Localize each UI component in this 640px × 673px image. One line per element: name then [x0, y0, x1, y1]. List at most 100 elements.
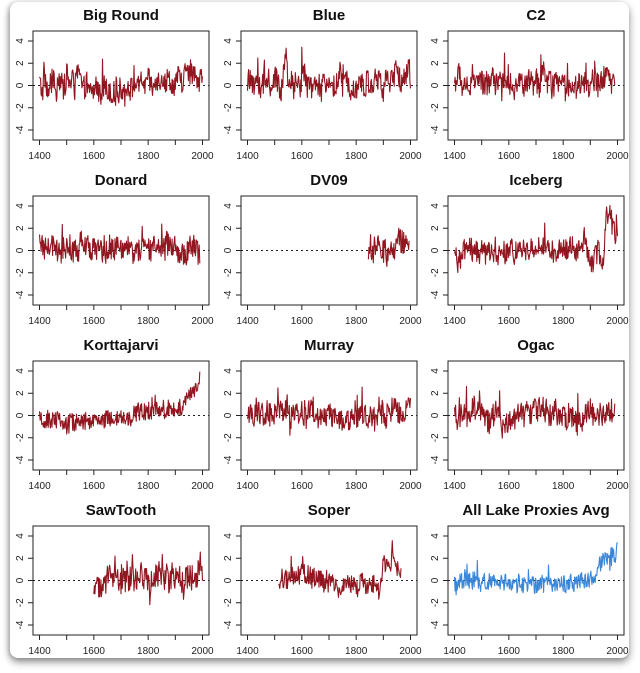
x-tick-label: 1400	[443, 481, 466, 492]
x-tick-label: 1800	[552, 316, 575, 327]
y-tick-label: 4	[223, 368, 234, 374]
y-tick-label: -4	[223, 620, 234, 629]
series-line	[93, 551, 204, 606]
x-tick-label: 1800	[552, 646, 575, 657]
x-tick-label: 1600	[83, 151, 106, 162]
y-tick-label: -4	[430, 290, 441, 299]
y-tick-label: 0	[15, 247, 26, 253]
y-tick-label: -2	[223, 103, 234, 112]
x-tick-label: 1400	[236, 151, 259, 162]
y-tick-label: 0	[223, 247, 234, 253]
figure-card	[10, 2, 629, 658]
x-tick-label: 1400	[443, 316, 466, 327]
chart-panel: All Lake Proxies Avg 1400 1600 1800 2000 -4 -2…	[430, 502, 629, 657]
series-line	[453, 52, 616, 102]
y-tick-label: -2	[430, 433, 441, 442]
y-tick-label: 4	[15, 368, 26, 374]
chart-title: All Lake Proxies Avg	[462, 502, 609, 519]
y-tick-label: -4	[223, 125, 234, 134]
y-tick-label: -4	[15, 455, 26, 464]
series-line	[38, 223, 201, 266]
x-tick-label: 1600	[291, 151, 314, 162]
y-tick-label: 2	[223, 60, 234, 66]
y-tick-label: 0	[15, 577, 26, 583]
series-line	[38, 371, 201, 435]
y-tick-label: 2	[15, 390, 26, 396]
chart-title: Big Round	[83, 7, 159, 24]
series-line	[453, 386, 616, 439]
x-tick-label: 2000	[606, 481, 629, 492]
y-tick-label: -4	[430, 125, 441, 134]
y-tick-label: -4	[223, 290, 234, 299]
x-tick-label: 1800	[552, 151, 575, 162]
y-tick-label: 2	[430, 225, 441, 231]
chart-title: Blue	[313, 7, 346, 24]
y-tick-label: 4	[223, 203, 234, 209]
chart-panel: Blue 1400 1600 1800 2000 -4 -2 0 2 4	[223, 7, 422, 162]
chart-title: C2	[526, 7, 545, 24]
x-tick-label: 1600	[498, 481, 521, 492]
chart-title: Soper	[308, 502, 351, 519]
y-tick-label: 0	[430, 82, 441, 88]
y-tick-label: 2	[223, 390, 234, 396]
x-tick-label: 1400	[236, 646, 259, 657]
chart-title: DV09	[310, 172, 348, 189]
x-tick-label: 1600	[83, 481, 106, 492]
y-tick-label: -2	[223, 268, 234, 277]
series-line	[246, 386, 412, 436]
chart-title: Iceberg	[509, 172, 562, 189]
y-tick-label: 2	[15, 60, 26, 66]
chart-panel: Big Round 1400 1600 1800 2000 -4 -2 0 2 4	[15, 7, 214, 162]
x-tick-label: 1600	[498, 151, 521, 162]
y-tick-label: -4	[15, 290, 26, 299]
y-tick-label: 0	[15, 82, 26, 88]
chart-title: SawTooth	[86, 502, 157, 519]
y-tick-label: 0	[430, 412, 441, 418]
y-tick-label: 2	[223, 225, 234, 231]
y-tick-label: -2	[430, 103, 441, 112]
x-tick-label: 2000	[606, 151, 629, 162]
y-tick-label: -4	[430, 620, 441, 629]
x-tick-label: 1800	[345, 316, 368, 327]
y-tick-label: 4	[430, 203, 441, 209]
series-line	[246, 46, 412, 103]
x-tick-label: 1800	[345, 646, 368, 657]
x-tick-label: 1600	[83, 646, 106, 657]
x-tick-label: 2000	[399, 481, 422, 492]
x-tick-label: 1800	[137, 151, 160, 162]
y-tick-label: 0	[223, 82, 234, 88]
y-tick-label: -2	[223, 433, 234, 442]
x-tick-label: 1400	[28, 316, 51, 327]
x-tick-label: 1400	[28, 646, 51, 657]
x-tick-label: 2000	[191, 481, 214, 492]
y-tick-label: -2	[430, 598, 441, 607]
series-line	[367, 227, 410, 268]
y-tick-label: -2	[15, 103, 26, 112]
series-line	[278, 540, 402, 600]
x-tick-label: 1400	[236, 316, 259, 327]
y-tick-label: 2	[15, 555, 26, 561]
y-tick-label: 2	[223, 555, 234, 561]
x-tick-label: 1800	[137, 646, 160, 657]
x-tick-label: 1800	[137, 316, 160, 327]
y-tick-label: 0	[430, 247, 441, 253]
x-tick-label: 2000	[606, 646, 629, 657]
x-tick-label: 2000	[191, 316, 214, 327]
chart-panel: Murray 1400 1600 1800 2000 -4 -2 0 2 4	[223, 337, 422, 492]
y-tick-label: 2	[430, 60, 441, 66]
y-tick-label: 0	[15, 412, 26, 418]
chart-title: Ogac	[517, 337, 555, 354]
chart-title: Murray	[304, 337, 355, 354]
x-tick-label: 2000	[399, 646, 422, 657]
y-tick-label: -2	[15, 598, 26, 607]
series-line	[453, 204, 619, 274]
y-tick-label: -4	[15, 620, 26, 629]
series-line	[453, 542, 618, 596]
x-tick-label: 1400	[443, 646, 466, 657]
chart-panel: Ogac 1400 1600 1800 2000 -4 -2 0 2 4	[430, 337, 629, 492]
x-tick-label: 2000	[191, 151, 214, 162]
chart-panel: Iceberg 1400 1600 1800 2000 -4 -2 0 2 4	[430, 172, 629, 327]
chart-panel: Soper 1400 1600 1800 2000 -4 -2 0 2 4	[223, 502, 422, 657]
y-tick-label: 0	[430, 577, 441, 583]
